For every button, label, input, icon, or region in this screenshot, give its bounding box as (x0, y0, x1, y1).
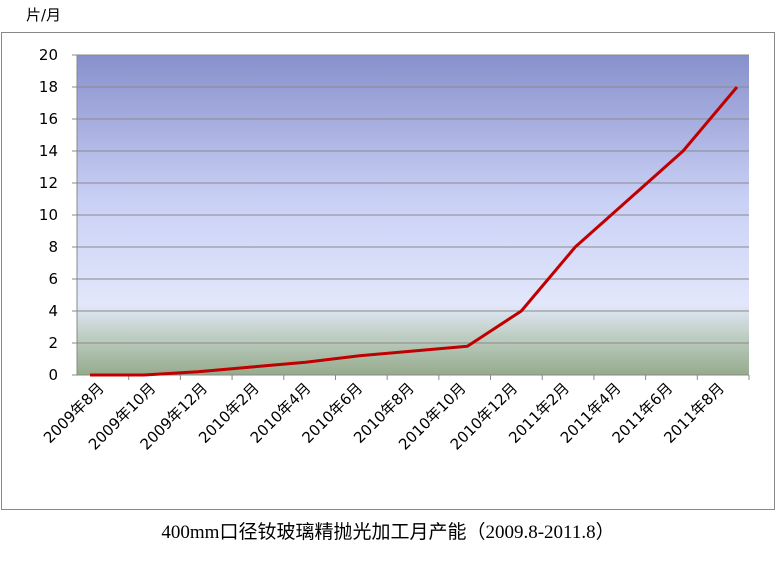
y-tick-label: 10 (39, 206, 58, 224)
y-axis-label: 片/月 (26, 6, 61, 24)
y-tick-label: 14 (39, 142, 58, 160)
y-tick-label: 16 (39, 110, 58, 128)
y-tick-label: 8 (48, 238, 58, 256)
y-tick-label: 0 (48, 366, 58, 384)
y-tick-label: 2 (48, 334, 58, 352)
y-tick-label: 18 (39, 78, 58, 96)
y-tick-label: 4 (48, 302, 58, 320)
y-tick-label: 12 (39, 174, 58, 192)
data-line (90, 86, 739, 377)
y-tick-label: 20 (39, 46, 58, 64)
y-tick-label: 6 (48, 270, 58, 288)
chart-title: 400mm口径钕玻璃精抛光加工月产能（2009.8-2011.8） (161, 521, 614, 543)
